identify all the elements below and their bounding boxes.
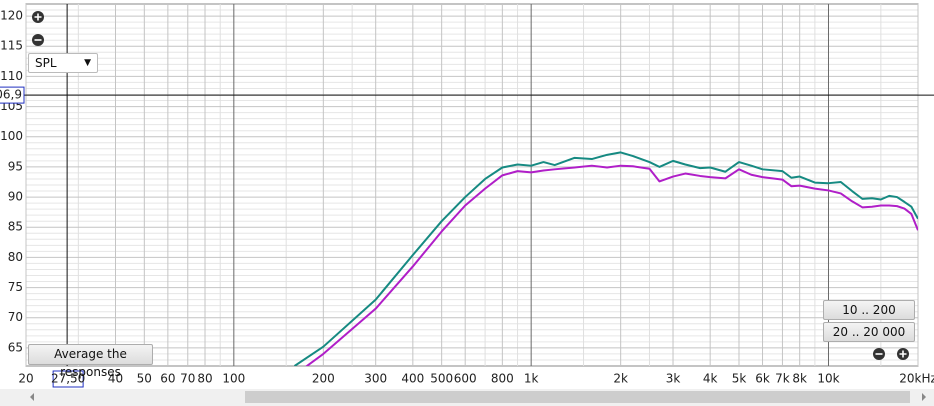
y-tick-label: 120: [0, 9, 23, 23]
y-tick-label: 110: [0, 69, 23, 83]
x-tick-label: 6k: [755, 372, 770, 386]
y-tick-label: 95: [8, 159, 23, 173]
dropdown-arrow: ▼: [84, 58, 91, 68]
zoom-out-icon[interactable]: [32, 34, 44, 46]
response-line: [305, 164, 918, 366]
x-tick-label: 5k: [732, 372, 747, 386]
labels: 6570758085909510010511011512020405060708…: [0, 4, 934, 388]
y-tick-label: 75: [8, 280, 23, 294]
x-tick-label: 3k: [666, 372, 681, 386]
range-button[interactable]: 10 .. 200: [823, 300, 915, 320]
x-tick-label: 4k: [703, 372, 718, 386]
dropdown[interactable]: SPL ▼: [28, 53, 98, 73]
x-tick-label: 600: [454, 372, 477, 386]
response-line: [293, 151, 918, 366]
dropdown-label: SPL: [35, 56, 57, 70]
x-tick-label: 7k: [775, 372, 790, 386]
x-tick-label: 100: [222, 372, 245, 386]
x-tick-label: 80: [197, 372, 212, 386]
average-button[interactable]: Average the responses: [28, 344, 153, 379]
scroll-left[interactable]: [30, 393, 34, 401]
y-tick-label: 115: [0, 39, 23, 53]
grid: [25, 4, 919, 366]
x-tick-label: 500: [430, 372, 453, 386]
x-tick-label: 70: [180, 372, 195, 386]
scroll-right[interactable]: [922, 393, 926, 401]
x-tick-label: 800: [491, 372, 514, 386]
x-tick-label: 2k: [613, 372, 628, 386]
cursor-x-label: 27,50: [51, 372, 85, 386]
range-button[interactable]: 20 .. 20 000: [823, 322, 915, 342]
y-tick-label: 70: [8, 310, 23, 324]
cursor-label-box: [0, 86, 25, 104]
lines: [293, 151, 918, 366]
x-tick-label: 20: [18, 372, 33, 386]
zoom-out-icon[interactable]: [873, 348, 885, 360]
x-tick-label: 300: [364, 372, 387, 386]
y-tick-label: 100: [0, 129, 23, 143]
x-tick-label: 200: [312, 372, 335, 386]
x-tick-label: 20kHz: [899, 372, 934, 386]
x-tick-label: 60: [160, 372, 175, 386]
x-tick-label: 40: [108, 372, 123, 386]
cursor-y-label: 106,9: [0, 88, 22, 102]
y-tick-label: 65: [8, 340, 23, 354]
y-tick-label: 90: [8, 190, 23, 204]
zoom-in-icon[interactable]: [32, 11, 44, 23]
x-tick-label: 50: [137, 372, 152, 386]
scrollbar-thumb[interactable]: [245, 391, 910, 403]
y-tick-label: 80: [8, 250, 23, 264]
zoom-in-icon[interactable]: [897, 348, 909, 360]
x-tick-label: 400: [401, 372, 424, 386]
y-tick-label: 85: [8, 220, 23, 234]
x-tick-label: 8k: [792, 372, 807, 386]
x-tick-label: 1k: [524, 372, 539, 386]
x-tick-label: 10k: [817, 372, 839, 386]
cursor-label-box: [52, 370, 84, 388]
